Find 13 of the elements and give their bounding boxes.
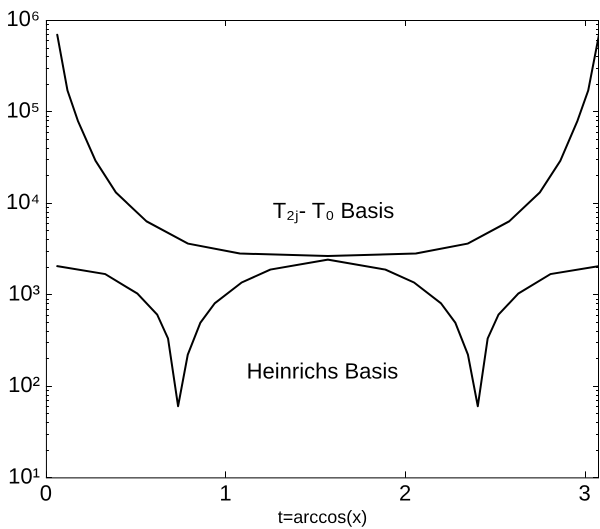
y-tick-label: 10³ <box>8 280 40 306</box>
y-tick-label: 10¹ <box>8 463 40 488</box>
x-tick-label: 2 <box>398 480 412 506</box>
x-axis-title: t=arccos(x) <box>278 507 368 528</box>
text: Heinrichs Basis <box>246 358 398 384</box>
series-label: T₂ⱼ- T₀ Basis <box>272 198 394 224</box>
y-tick-label: 10² <box>8 372 40 397</box>
x-tick-label: 3 <box>578 480 591 506</box>
y-tick-label: 10⁶ <box>6 6 40 32</box>
x-tick-label: 0 <box>40 480 52 506</box>
y-tick-label: 10⁴ <box>6 189 40 214</box>
y-tick-label: 10⁵ <box>6 98 40 123</box>
x-tick-label: 1 <box>219 480 232 506</box>
